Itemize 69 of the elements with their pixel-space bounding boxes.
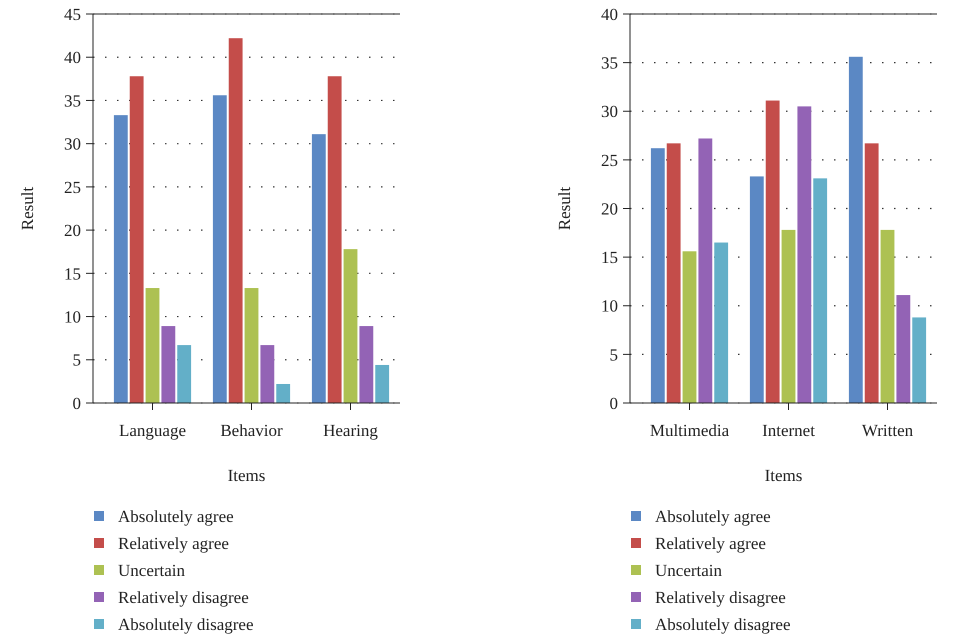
x-tick-label: Hearing	[323, 421, 378, 440]
bar	[130, 76, 144, 403]
bar	[375, 364, 390, 403]
y-tick-label: 5	[72, 350, 81, 370]
x-tick-label: Internet	[762, 421, 816, 440]
y-tick-label: 45	[64, 4, 81, 24]
y-tick-label: 0	[610, 394, 618, 413]
y-axis-title: Result	[555, 186, 574, 230]
bar	[714, 242, 728, 403]
legend-label: Absolutely agree	[655, 506, 771, 526]
bar	[698, 138, 712, 403]
x-tick-label: Behavior	[220, 421, 283, 440]
y-tick-label: 35	[601, 54, 618, 73]
y-tick-label: 15	[64, 264, 81, 284]
x-tick-label: Written	[862, 421, 914, 440]
legend-label: Absolutely agree	[118, 506, 234, 526]
bar	[782, 230, 796, 403]
y-axis-title: Result	[18, 186, 37, 230]
x-axis-title: Items	[228, 466, 266, 485]
bar	[848, 56, 863, 403]
legend-label: Relatively agree	[655, 534, 766, 553]
y-tick-label: 40	[601, 4, 618, 24]
bar	[896, 295, 910, 403]
bar	[146, 288, 160, 403]
bar	[244, 288, 258, 403]
legend-label: Relatively agree	[118, 534, 229, 553]
legend-label: Uncertain	[655, 560, 723, 580]
x-tick-label: Language	[118, 421, 186, 440]
bar	[797, 106, 812, 403]
y-tick-label: 30	[601, 102, 618, 122]
bar	[359, 326, 374, 403]
x-tick-label: Multimedia	[650, 421, 730, 440]
bar	[228, 38, 243, 403]
bar	[650, 148, 665, 403]
x-axis-title: Items	[764, 466, 802, 485]
y-tick-label: 30	[64, 134, 81, 154]
bar	[328, 76, 342, 403]
y-tick-label: 5	[610, 345, 618, 364]
y-tick-label: 0	[72, 394, 81, 413]
y-tick-label: 10	[601, 296, 618, 316]
y-tick-label: 10	[64, 308, 81, 327]
bar	[912, 317, 926, 403]
bar	[276, 384, 290, 403]
y-tick-label: 40	[64, 48, 81, 68]
y-tick-label: 20	[64, 221, 81, 240]
bar	[114, 115, 128, 403]
bar	[682, 251, 696, 403]
y-tick-label: 20	[601, 199, 618, 218]
y-tick-label: 25	[64, 178, 81, 197]
legend-label: Relatively disagree	[655, 588, 786, 607]
bar	[177, 345, 192, 403]
bar	[161, 326, 176, 403]
legend-label: Absolutely disagree	[118, 614, 254, 634]
y-tick-label: 15	[601, 248, 618, 268]
bar	[666, 143, 681, 403]
y-tick-label: 35	[64, 91, 81, 110]
y-tick-label: 25	[601, 150, 618, 170]
bar	[813, 178, 828, 403]
bar	[312, 134, 326, 403]
legend-label: Relatively disagree	[118, 588, 249, 607]
bar	[750, 176, 764, 403]
bar	[212, 95, 227, 403]
legend-label: Uncertain	[118, 560, 186, 580]
legend-label: Absolutely disagree	[655, 614, 790, 634]
bar	[344, 249, 358, 403]
bar	[864, 143, 879, 403]
bar	[766, 100, 780, 403]
bar	[880, 230, 894, 403]
bar	[260, 345, 274, 403]
